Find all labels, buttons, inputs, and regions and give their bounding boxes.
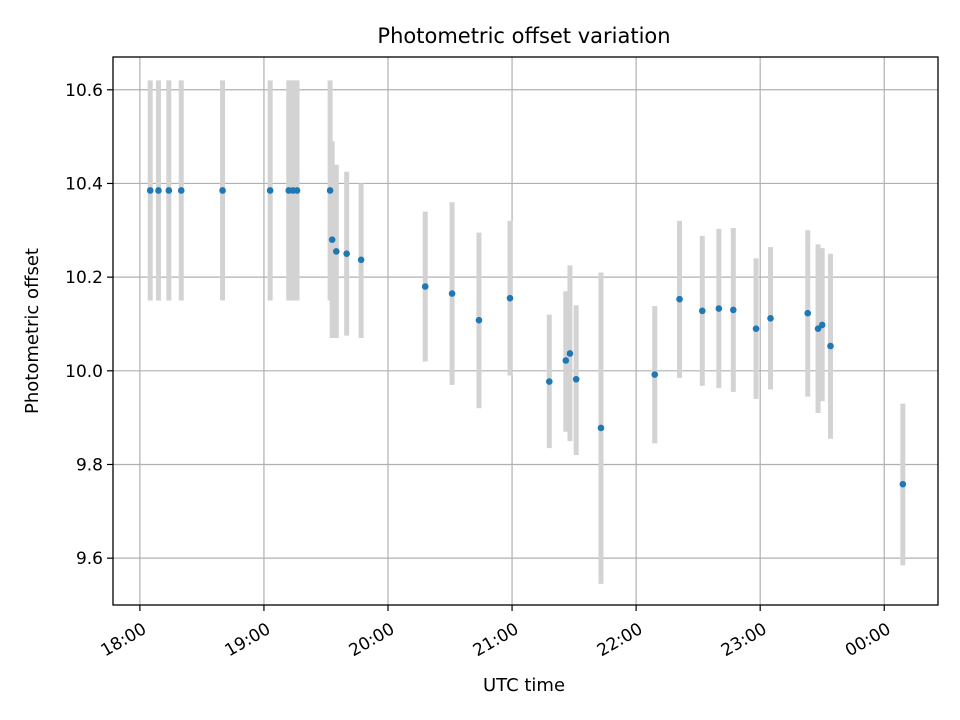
y-tick-label: 9.8 [76,455,103,475]
plot-frame [112,56,939,606]
data-point [715,305,723,312]
data-point [448,290,456,297]
data-point [730,306,737,314]
data-point [698,307,706,315]
data-point [165,187,173,194]
data-point [818,321,826,329]
grid-layer [113,57,938,605]
errorbar-layer [147,80,906,584]
x-axis-label: UTC time [483,675,565,696]
y-tick-label: 10.6 [65,81,103,101]
data-point [899,480,907,488]
data-point [357,256,365,264]
data-point [177,187,185,194]
data-point [545,378,553,385]
data-point [343,250,350,258]
data-point [328,236,336,243]
data-point [266,187,274,194]
y-tick-label: 9.6 [76,549,103,569]
data-point [767,315,774,322]
data-point [804,309,812,317]
y-tick-label: 10.4 [65,174,103,194]
data-point [572,375,580,383]
data-point [562,357,570,364]
data-point [676,295,683,303]
data-point [597,424,605,432]
data-point [651,371,659,378]
y-axis-label: Photometric offset [22,248,43,414]
data-point [293,187,301,194]
x-tick-label: 00:00 [842,619,894,661]
data-point [146,187,154,194]
data-point [475,316,483,324]
data-point [827,342,834,350]
data-point [752,325,760,332]
y-tick-label: 10.0 [65,362,103,382]
x-tick-label: 20:00 [346,619,398,661]
x-tick-label: 22:00 [594,619,646,661]
data-point [506,294,514,302]
y-tick-label: 10.2 [65,268,103,288]
point-layer [146,187,907,488]
x-tick-label: 21:00 [470,619,522,661]
x-tick-label: 23:00 [718,619,770,661]
data-point [326,187,334,194]
data-point [219,187,226,194]
data-point [333,248,340,255]
chart-title: Photometric offset variation [377,24,670,48]
data-point [421,283,429,290]
x-tick-label: 19:00 [222,619,274,661]
data-point [566,350,574,357]
x-tick-label: 18:00 [98,619,150,661]
data-point [155,187,162,194]
